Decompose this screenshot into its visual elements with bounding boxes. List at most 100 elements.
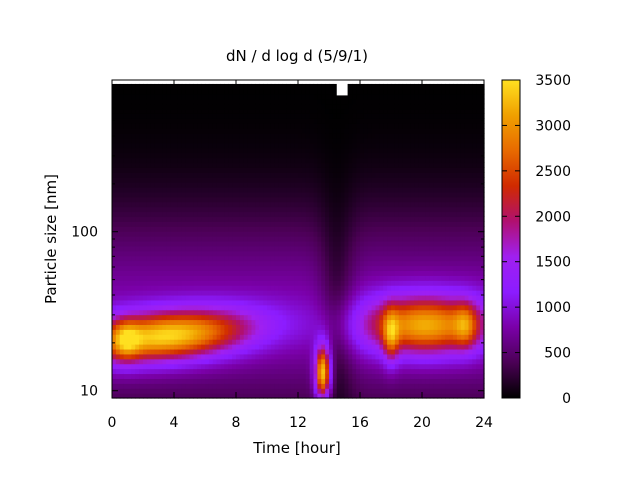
heatmap-cell xyxy=(379,221,384,227)
heatmap-cell xyxy=(352,128,357,134)
heatmap-cell xyxy=(239,294,245,301)
heatmap-cell xyxy=(189,113,194,119)
heatmap-cell xyxy=(236,378,241,384)
heatmap-cell xyxy=(305,275,311,281)
heatmap-cell xyxy=(170,128,175,134)
heatmap-cell xyxy=(348,133,353,139)
heatmap-cell xyxy=(236,240,241,247)
heatmap-cell xyxy=(267,260,272,267)
heatmap-cell xyxy=(239,142,245,149)
heatmap-cell xyxy=(344,250,349,257)
heatmap-cell xyxy=(208,324,214,330)
heatmap-cell xyxy=(274,378,280,384)
heatmap-cell xyxy=(286,250,291,257)
heatmap-cell xyxy=(239,270,245,276)
heatmap-cell xyxy=(185,123,191,129)
heatmap-cell xyxy=(212,221,218,227)
heatmap-cell xyxy=(305,393,311,399)
heatmap-cell xyxy=(363,245,369,252)
heatmap-cell xyxy=(236,226,241,232)
heatmap-cell xyxy=(185,309,191,316)
heatmap-cell xyxy=(197,265,202,272)
heatmap-cell xyxy=(177,319,183,325)
heatmap-cell xyxy=(208,103,214,110)
heatmap-cell xyxy=(216,378,222,384)
heatmap-cell xyxy=(274,123,280,129)
heatmap-cell xyxy=(360,187,365,193)
heatmap-cell xyxy=(360,393,365,399)
heatmap-cell xyxy=(150,383,156,389)
heatmap-cell xyxy=(340,290,346,296)
heatmap-cell xyxy=(309,221,315,227)
heatmap-cell xyxy=(177,206,183,213)
heatmap-cell xyxy=(394,216,400,222)
heatmap-cell xyxy=(154,240,160,247)
heatmap-cell xyxy=(247,250,253,257)
heatmap-cell xyxy=(290,201,295,208)
heatmap-cell xyxy=(162,250,167,257)
heatmap-cell xyxy=(197,236,202,242)
heatmap-cell xyxy=(387,294,392,301)
heatmap-cell xyxy=(239,206,245,213)
heatmap-cell xyxy=(139,363,144,370)
heatmap-cell xyxy=(332,388,338,394)
heatmap-cell xyxy=(201,182,206,188)
heatmap-cell xyxy=(402,196,408,203)
heatmap-cell xyxy=(201,378,206,384)
heatmap-cell xyxy=(174,108,179,114)
heatmap-cell xyxy=(383,113,388,119)
heatmap-cell xyxy=(391,221,396,227)
heatmap-cell xyxy=(286,98,291,105)
heatmap-cell xyxy=(402,128,408,134)
heatmap-cell xyxy=(259,240,264,247)
heatmap-cell xyxy=(348,167,353,173)
heatmap-cell xyxy=(158,147,163,154)
heatmap-cell xyxy=(236,368,241,375)
heatmap-cell xyxy=(139,201,144,208)
heatmap-cell xyxy=(193,285,198,291)
heatmap-cell xyxy=(305,221,311,227)
heatmap-cell xyxy=(383,231,388,237)
heatmap-cell xyxy=(325,304,330,311)
heatmap-cell xyxy=(197,162,202,168)
heatmap-cell xyxy=(363,167,369,173)
heatmap-cell xyxy=(158,226,163,232)
heatmap-cell xyxy=(115,98,121,105)
heatmap-cell xyxy=(243,152,249,159)
heatmap-cell xyxy=(301,123,307,129)
heatmap-cell xyxy=(309,240,315,247)
heatmap-cell xyxy=(239,348,245,355)
heatmap-cell xyxy=(205,378,210,384)
heatmap-cell xyxy=(379,304,384,311)
heatmap-cell xyxy=(239,353,245,360)
heatmap-cell xyxy=(398,221,404,227)
heatmap-cell xyxy=(143,314,148,321)
heatmap-cell xyxy=(391,280,396,286)
heatmap-cell xyxy=(282,221,287,227)
heatmap-cell xyxy=(119,383,125,389)
heatmap-cell xyxy=(278,299,284,306)
heatmap-cell xyxy=(146,383,152,389)
heatmap-cell xyxy=(170,319,175,325)
heatmap-cell xyxy=(232,294,237,301)
heatmap-cell xyxy=(274,275,280,281)
heatmap-cell xyxy=(336,221,342,227)
heatmap-cell xyxy=(224,142,229,149)
heatmap-cell xyxy=(309,123,315,129)
heatmap-cell xyxy=(282,353,287,360)
heatmap-cell xyxy=(212,216,218,222)
heatmap-cell xyxy=(162,137,167,144)
heatmap-cell xyxy=(139,187,144,193)
heatmap-cell xyxy=(135,299,140,306)
heatmap-cell xyxy=(224,319,229,325)
heatmap-cell xyxy=(158,133,163,139)
heatmap-cell xyxy=(174,177,179,183)
heatmap-cell xyxy=(329,172,334,178)
heatmap-cell xyxy=(344,353,349,360)
heatmap-cell xyxy=(185,368,191,375)
heatmap-cell xyxy=(150,260,156,267)
heatmap-cell xyxy=(158,270,163,276)
heatmap-cell xyxy=(216,216,222,222)
heatmap-cell xyxy=(387,206,392,213)
heatmap-cell xyxy=(375,388,380,394)
